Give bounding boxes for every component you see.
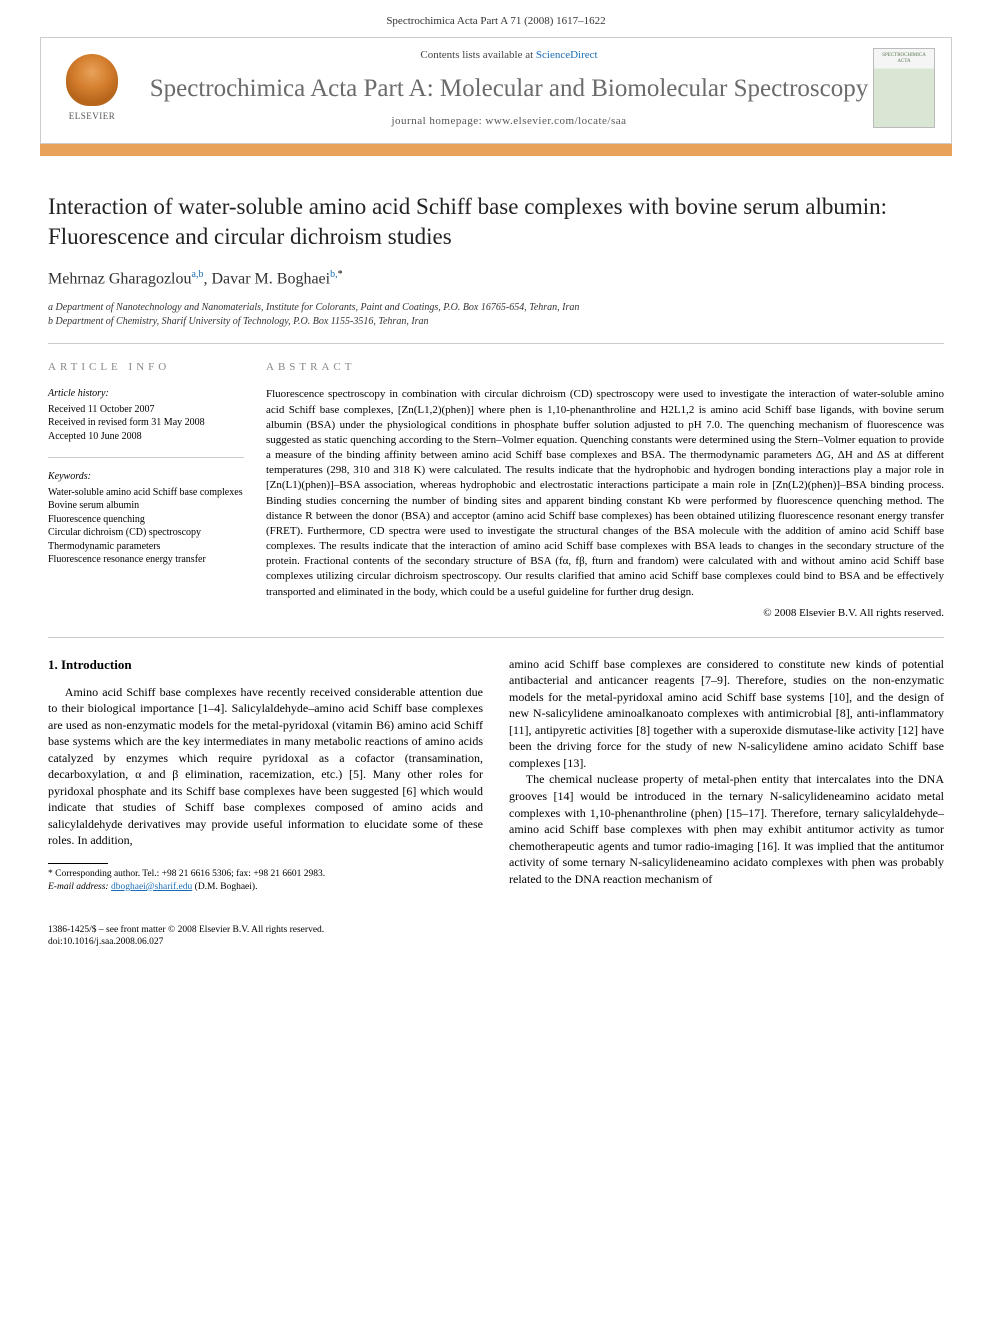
info-divider (48, 457, 244, 458)
section-heading-intro: 1. Introduction (48, 656, 483, 674)
contents-prefix: Contents lists available at (420, 49, 535, 61)
keywords-block: Keywords: Water-soluble amino acid Schif… (48, 470, 244, 567)
page-footer: 1386-1425/$ – see front matter © 2008 El… (0, 914, 992, 966)
cover-label-2: ACTA (897, 59, 910, 65)
author-1-affil: a,b (192, 269, 204, 280)
article-title: Interaction of water-soluble amino acid … (48, 192, 944, 252)
keyword: Water-soluble amino acid Schiff base com… (48, 486, 244, 500)
left-column: 1. Introduction Amino acid Schiff base c… (48, 656, 483, 894)
contents-available: Contents lists available at ScienceDirec… (145, 48, 873, 63)
homepage-url: www.elsevier.com/locate/saa (485, 115, 626, 127)
keyword: Bovine serum albumin (48, 499, 244, 513)
history-accepted: Accepted 10 June 2008 (48, 430, 244, 444)
abstract-heading: ABSTRACT (266, 360, 944, 375)
keyword: Fluorescence quenching (48, 513, 244, 527)
footnote-separator (48, 863, 108, 864)
journal-title: Spectrochimica Acta Part A: Molecular an… (145, 73, 873, 104)
abstract-copyright: © 2008 Elsevier B.V. All rights reserved… (266, 606, 944, 621)
body-paragraph: The chemical nuclease property of metal-… (509, 771, 944, 887)
keyword: Fluorescence resonance energy transfer (48, 553, 244, 567)
orange-divider-bar (40, 144, 952, 156)
elsevier-logo: ELSEVIER (57, 48, 127, 128)
author-1: Mehrnaz Gharagozlou (48, 270, 192, 287)
email-link[interactable]: dboghaei@sharif.edu (111, 882, 192, 892)
elsevier-tree-icon (66, 54, 118, 106)
keywords-label: Keywords: (48, 470, 244, 484)
email-label: E-mail address: (48, 882, 111, 892)
affiliation-a: a Department of Nanotechnology and Nanom… (48, 301, 944, 315)
keyword: Circular dichroism (CD) spectroscopy (48, 526, 244, 540)
footer-doi: doi:10.1016/j.saa.2008.06.027 (48, 936, 944, 949)
publisher-name: ELSEVIER (69, 110, 116, 122)
article-info-heading: ARTICLE INFO (48, 360, 244, 375)
email-suffix: (D.M. Boghaei). (192, 882, 257, 892)
body-paragraph: Amino acid Schiff base complexes have re… (48, 684, 483, 849)
main-text-columns: 1. Introduction Amino acid Schiff base c… (48, 638, 944, 894)
affiliation-b: b Department of Chemistry, Sharif Univer… (48, 315, 944, 329)
sciencedirect-link[interactable]: ScienceDirect (536, 49, 598, 61)
corresponding-star: * (338, 269, 343, 280)
running-head: Spectrochimica Acta Part A 71 (2008) 161… (0, 0, 992, 37)
journal-cover-thumbnail: SPECTROCHIMICA ACTA (873, 48, 935, 128)
journal-homepage: journal homepage: www.elsevier.com/locat… (145, 114, 873, 129)
article-history: Article history: Received 11 October 200… (48, 387, 244, 443)
footer-copyright: 1386-1425/$ – see front matter © 2008 El… (48, 924, 944, 937)
abstract-column: ABSTRACT Fluorescence spectroscopy in co… (266, 360, 944, 620)
history-revised: Received in revised form 31 May 2008 (48, 416, 244, 430)
homepage-label: journal homepage: (392, 115, 486, 127)
article-info-column: ARTICLE INFO Article history: Received 1… (48, 360, 266, 620)
corresponding-footnote: * Corresponding author. Tel.: +98 21 661… (48, 868, 483, 881)
journal-masthead: ELSEVIER Contents lists available at Sci… (40, 37, 952, 144)
affiliations: a Department of Nanotechnology and Nanom… (48, 301, 944, 343)
keyword: Thermodynamic parameters (48, 540, 244, 554)
abstract-text: Fluorescence spectroscopy in combination… (266, 387, 944, 599)
right-column: amino acid Schiff base complexes are con… (509, 656, 944, 894)
author-2: Davar M. Boghaei (211, 270, 330, 287)
authors: Mehrnaz Gharagozloua,b, Davar M. Boghaei… (48, 268, 944, 290)
history-label: Article history: (48, 387, 244, 401)
author-2-affil: b, (330, 269, 338, 280)
body-paragraph: amino acid Schiff base complexes are con… (509, 656, 944, 772)
history-received: Received 11 October 2007 (48, 403, 244, 417)
email-footnote: E-mail address: dboghaei@sharif.edu (D.M… (48, 881, 483, 894)
